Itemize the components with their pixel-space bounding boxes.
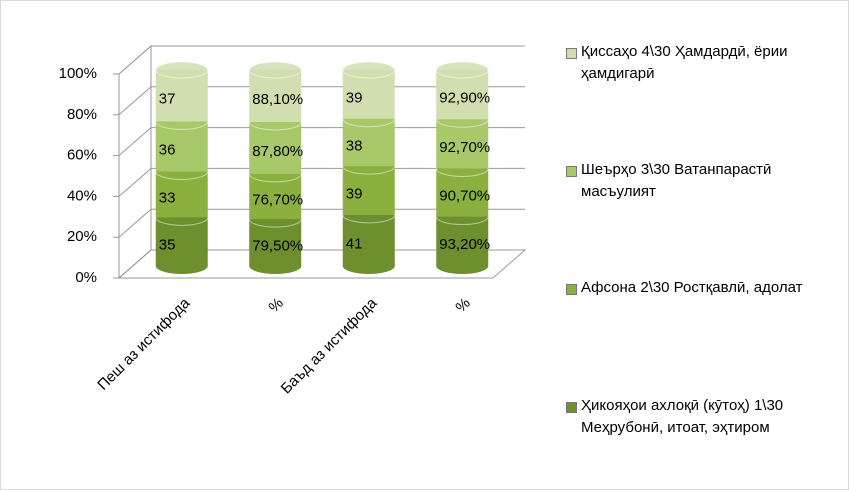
data-label: 90,70% — [439, 187, 490, 204]
y-tick-label: 40% — [67, 187, 97, 204]
back-wall — [118, 44, 152, 280]
y-tick-label: 20% — [67, 228, 97, 245]
grid-line — [118, 167, 525, 197]
data-label: 88,10% — [252, 91, 303, 108]
legend-swatch — [566, 402, 577, 413]
grid-line — [118, 249, 525, 279]
legend-label: Ҳикояҳои ахлоқӣ (кӯтоҳ) 1\30 Меҳрубонӣ, … — [581, 397, 784, 436]
x-tick-label: % — [265, 295, 286, 316]
data-label: 92,70% — [439, 139, 490, 156]
x-tick-label: Пеш аз истифода — [94, 294, 194, 394]
data-label: 76,70% — [252, 191, 303, 208]
legend-item: Афсона 2\30 Ростқавлӣ, адолат — [566, 277, 836, 395]
data-label: 33 — [159, 189, 176, 206]
data-label: 39 — [346, 185, 363, 202]
bar-segment — [342, 214, 395, 266]
bar-segment — [249, 121, 302, 174]
x-tick-label: % — [452, 295, 473, 316]
segment-top — [155, 61, 209, 79]
plot: 0% 20% 40% 60% 80% 100% 35 33 36 37 Пеш аз истифод… — [59, 44, 527, 397]
data-label: 92,90% — [439, 90, 490, 107]
data-label: 36 — [159, 141, 176, 158]
data-label: 87,80% — [252, 143, 303, 160]
legend: Қиссаҳо 4\30 Ҳамдардӣ, ёрии ҳамдигарӣ Шеъ… — [566, 41, 836, 489]
x-tick-label: Баъд аз истифода — [278, 294, 381, 397]
data-label: 39 — [346, 89, 363, 106]
legend-swatch — [566, 284, 577, 295]
data-label: 41 — [346, 235, 363, 252]
legend-swatch — [566, 166, 577, 177]
data-label: 38 — [346, 137, 363, 154]
grid-line — [118, 45, 525, 75]
legend-label: Қиссаҳо 4\30 Ҳамдардӣ, ёрии ҳамдигарӣ — [581, 43, 788, 82]
data-label: 79,50% — [252, 238, 303, 255]
grid-line — [118, 208, 525, 238]
y-tick-label: 60% — [67, 147, 97, 164]
legend-item: Ҳикояҳои ахлоқӣ (кӯтоҳ) 1\30 Меҳрубонӣ, … — [566, 395, 836, 489]
bar-segment — [155, 70, 208, 122]
legend-item: Шеърҳо 3\30 Ватанпарастӣ масъулият — [566, 159, 836, 277]
legend-swatch — [566, 48, 577, 59]
legend-item: Қиссаҳо 4\30 Ҳамдардӣ, ёрии ҳамдигарӣ — [566, 41, 836, 159]
data-label: 37 — [159, 91, 176, 108]
segment-top — [342, 61, 396, 79]
grid-line — [118, 86, 525, 116]
data-label: 93,20% — [439, 236, 490, 253]
grid-line — [118, 127, 525, 156]
bar-segment — [249, 70, 302, 122]
legend-label: Афсона 2\30 Ростқавлӣ, адолат — [581, 279, 803, 296]
segment-top — [435, 61, 489, 79]
y-tick-label: 100% — [59, 65, 97, 82]
segment-top — [248, 61, 302, 79]
y-tick-label: 0% — [75, 269, 97, 286]
y-tick-label: 80% — [67, 106, 97, 123]
legend-label: Шеърҳо 3\30 Ватанпарастӣ масъулият — [581, 161, 772, 200]
data-label: 35 — [159, 237, 176, 254]
